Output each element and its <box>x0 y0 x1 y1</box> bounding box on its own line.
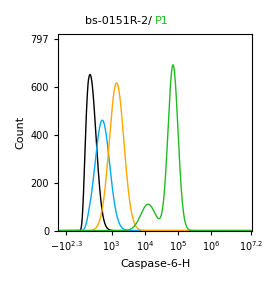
Text: bs-0151R-2/: bs-0151R-2/ <box>85 16 155 26</box>
Text: P1: P1 <box>155 16 169 26</box>
X-axis label: Caspase-6-H: Caspase-6-H <box>120 259 190 269</box>
Y-axis label: Count: Count <box>15 116 25 149</box>
